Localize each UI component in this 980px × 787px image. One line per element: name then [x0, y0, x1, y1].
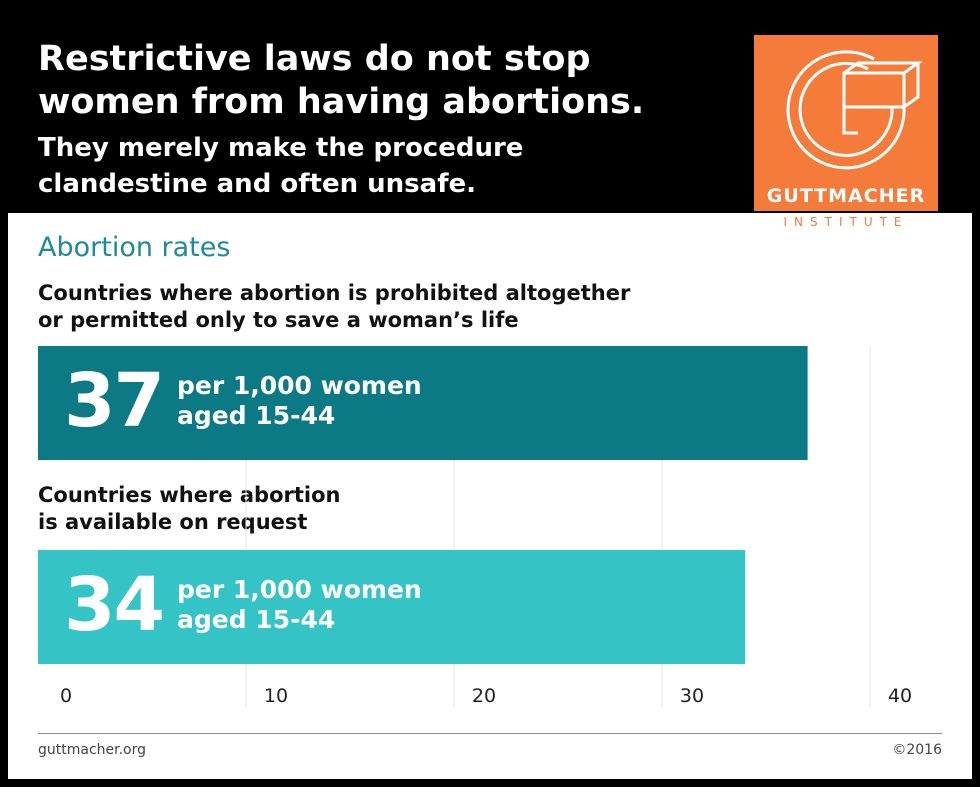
tick-label-40: 40: [887, 685, 913, 707]
subheadline-line-2: clandestine and often unsafe.: [38, 169, 477, 199]
section-title: Abortion rates: [38, 232, 231, 263]
headline: Restrictive laws do not stop women from …: [38, 38, 738, 124]
subheadline: They merely make the procedure clandesti…: [38, 130, 738, 202]
bar-2-value: 34: [64, 562, 165, 648]
footer-divider: [38, 733, 942, 734]
bar-on-request: [38, 550, 746, 664]
bar-2-unit-line-2: aged 15-44: [176, 605, 336, 634]
bar-2-label-line-1: Countries where abortion: [38, 483, 341, 507]
bar-1-label-line-2: or permitted only to save a woman’s life: [38, 308, 519, 332]
bar-1-category-label: Countries where abortion is prohibited a…: [38, 280, 738, 334]
bar-2-label-line-2: is available on request: [38, 510, 308, 534]
bar-1-unit: per 1,000 women aged 15-44: [177, 371, 422, 431]
tick-label-0: 0: [59, 685, 73, 707]
tick-label-20: 20: [471, 685, 497, 707]
tick-label-10: 10: [263, 685, 289, 707]
tick-label-30: 30: [679, 685, 705, 707]
headline-line-1: Restrictive laws do not stop: [38, 39, 591, 79]
bar-1-value: 37: [64, 358, 165, 444]
bar-2-data-label: 34 per 1,000 women aged 15-44: [64, 550, 422, 660]
headline-line-2: women from having abortions.: [38, 82, 645, 122]
footer-source: guttmacher.org: [38, 742, 147, 758]
bar-prohibited: [38, 346, 808, 460]
subheadline-line-1: They merely make the procedure: [38, 133, 524, 163]
logo-g-icon: [786, 50, 923, 170]
guttmacher-logo: [754, 35, 938, 211]
footer-copyright: ©2016: [892, 742, 942, 758]
bar-1-unit-line-2: aged 15-44: [176, 401, 336, 430]
bar-1-unit-line-1: per 1,000 women: [176, 371, 422, 400]
logo-subtitle: INSTITUTE: [783, 215, 909, 229]
bar-2-category-label: Countries where abortion is available on…: [38, 482, 738, 536]
bar-2-unit: per 1,000 women aged 15-44: [177, 575, 422, 635]
bar-1-label-line-1: Countries where abortion is prohibited a…: [38, 281, 631, 305]
logo-name: GUTTMACHER: [766, 185, 926, 207]
bar-1-data-label: 37 per 1,000 women aged 15-44: [64, 346, 422, 456]
bar-2-unit-line-1: per 1,000 women: [176, 575, 422, 604]
